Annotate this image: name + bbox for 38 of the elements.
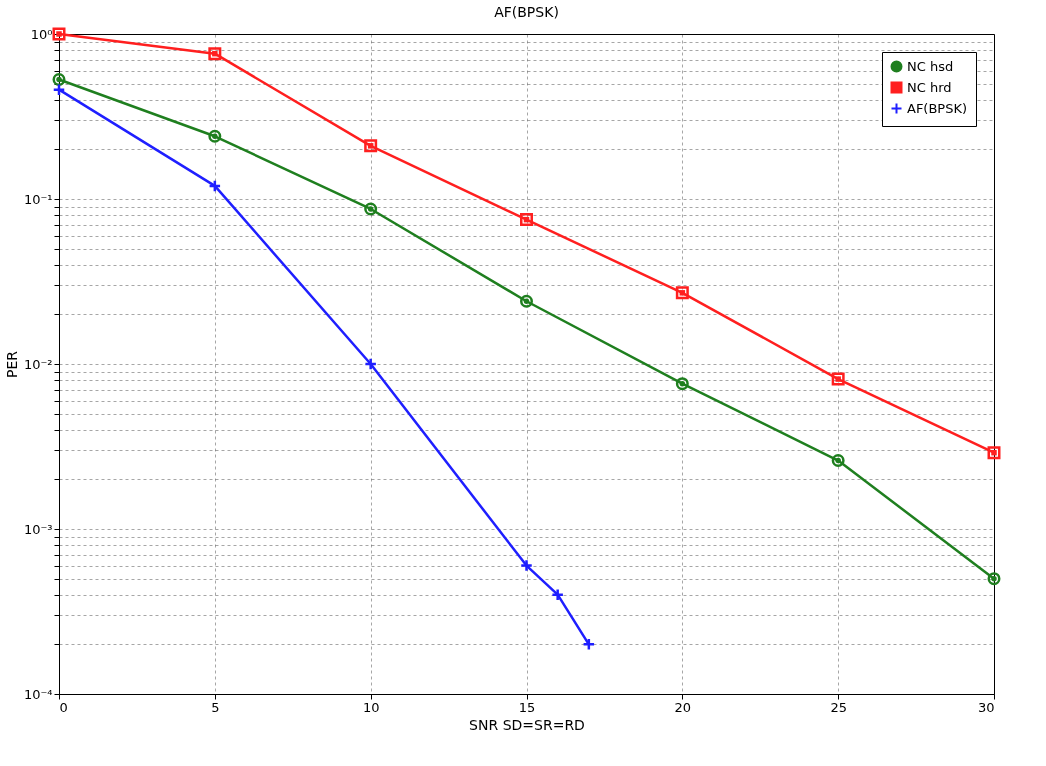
point	[831, 372, 845, 386]
x-axis-title: SNR SD=SR=RD	[469, 716, 585, 733]
x-tick-label: 20	[674, 699, 692, 715]
point	[208, 129, 222, 143]
point	[675, 377, 689, 391]
point	[520, 213, 533, 227]
y-tick-label: 10⁻¹	[23, 191, 53, 207]
point	[987, 446, 1001, 460]
point	[987, 572, 1001, 586]
x-tick-label: 10	[362, 699, 380, 715]
point	[831, 454, 845, 468]
point	[520, 294, 533, 308]
point	[551, 588, 565, 602]
y-axis-title: PER	[3, 350, 20, 379]
point	[52, 73, 66, 86]
point	[364, 139, 378, 153]
legend-label: NC hsd	[907, 58, 954, 74]
point	[675, 286, 689, 300]
y-tick-label: 10⁻³	[23, 521, 53, 537]
x-tick-label: 25	[830, 699, 847, 715]
x-tick-label: 0	[59, 699, 68, 715]
point	[52, 27, 66, 41]
point	[520, 559, 533, 573]
y-tick-label: 10⁻²	[23, 356, 53, 372]
x-tick-label: 5	[211, 699, 220, 715]
point	[364, 357, 378, 371]
chart-title: AF(BPSK)	[494, 3, 559, 20]
legend-label: AF(BPSK)	[907, 100, 968, 116]
point	[52, 83, 66, 97]
y-tick-label: 10⁰	[30, 26, 53, 42]
point	[208, 47, 222, 61]
x-tick-label: 15	[518, 699, 536, 715]
y-tick-label: 10⁻⁴	[23, 686, 53, 702]
x-tick-label: 30	[977, 699, 995, 715]
point	[208, 179, 222, 193]
legend-label: NC hrd	[907, 79, 952, 95]
point	[364, 202, 378, 216]
point	[582, 637, 596, 651]
